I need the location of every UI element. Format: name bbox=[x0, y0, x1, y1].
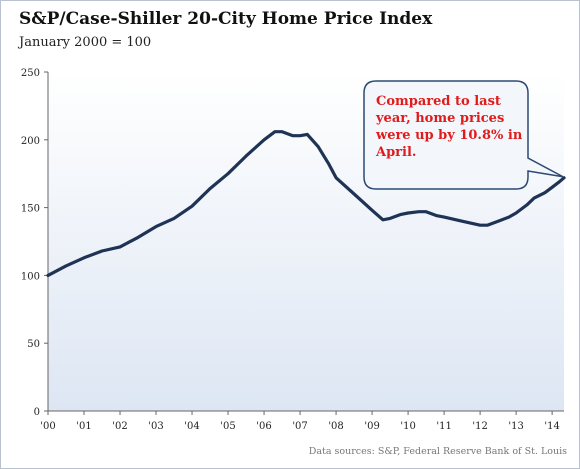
x-tick-label: '09 bbox=[364, 421, 379, 432]
x-tick-label: '12 bbox=[472, 421, 487, 432]
x-tick-label: '08 bbox=[328, 421, 343, 432]
y-tick-label: 50 bbox=[27, 339, 40, 350]
x-tick-label: '00 bbox=[40, 421, 55, 432]
callout-bubble bbox=[363, 80, 564, 190]
y-tick-label: 250 bbox=[21, 68, 40, 79]
y-tick-label: 0 bbox=[34, 407, 40, 418]
chart-title: S&P/Case-Shiller 20-City Home Price Inde… bbox=[19, 9, 433, 29]
x-tick-label: '06 bbox=[256, 421, 271, 432]
x-tick-label: '03 bbox=[148, 421, 163, 432]
x-tick-label: '11 bbox=[436, 421, 451, 432]
y-tick-label: 100 bbox=[21, 271, 40, 282]
x-tick-label: '02 bbox=[112, 421, 127, 432]
y-axis: 0 50 100 150 200 250 bbox=[21, 68, 49, 418]
y-tick-label: 150 bbox=[21, 204, 40, 215]
chart-subtitle: January 2000 = 100 bbox=[19, 35, 152, 50]
x-tick-label: '05 bbox=[220, 421, 235, 432]
x-tick-label: '13 bbox=[508, 421, 523, 432]
annotation-line: were up by 10.8% in bbox=[375, 128, 523, 143]
series-line bbox=[46, 130, 566, 277]
annotation-line: year, home prices bbox=[375, 111, 504, 126]
x-tick-label: '07 bbox=[292, 421, 307, 432]
y-tick-label: 200 bbox=[21, 136, 40, 147]
x-tick-label: '04 bbox=[184, 421, 199, 432]
annotation-callout: Compared to last year, home prices were up… bbox=[363, 80, 564, 190]
annotation-text: Compared to last year, home prices were up… bbox=[375, 94, 523, 160]
data-source: Data sources: S&P, Federal Reserve Bank … bbox=[308, 446, 567, 457]
x-tick-label: '14 bbox=[544, 421, 559, 432]
annotation-line: April. bbox=[375, 145, 416, 160]
annotation-line: Compared to last bbox=[376, 94, 501, 109]
x-axis: '00 '01 '02 '03 '04 '05 '06 '07 '08 '09 '10 '11 '12 '… bbox=[40, 410, 564, 432]
x-tick-label: '10 bbox=[400, 421, 415, 432]
x-tick-label: '01 bbox=[76, 421, 91, 432]
